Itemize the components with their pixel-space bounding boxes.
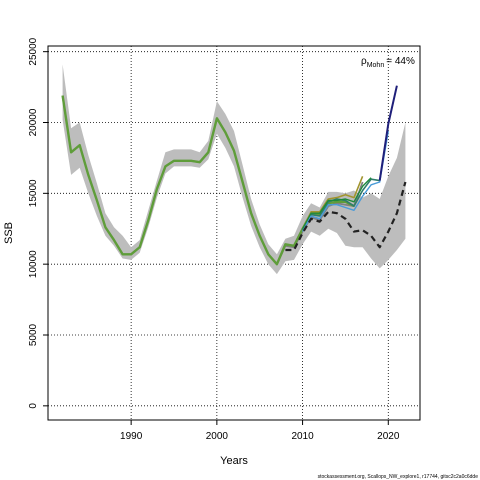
series-lines (61, 85, 407, 266)
y-tick-label: 5000 (28, 323, 39, 346)
y-tick-label: 25000 (28, 37, 39, 65)
rho-symbol: ρ (361, 56, 367, 67)
y-tick-label: 10000 (28, 250, 39, 278)
x-tick-label: 2010 (291, 431, 314, 442)
footer-text: stockassessment.org, Scallops_NW_explore… (318, 474, 479, 480)
mohn-rho-annotation: ρMohn = 44% (361, 56, 415, 69)
y-tick-label: 20000 (28, 108, 39, 136)
series-line-3 (301, 176, 364, 230)
confidence-band-group (62, 64, 406, 275)
x-tick-label: 2020 (377, 431, 400, 442)
rho-subscript: Mohn (367, 62, 385, 69)
series-line-2 (61, 95, 355, 266)
series-line-5 (301, 177, 372, 230)
series-line-1 (61, 95, 364, 266)
y-tick-label: 15000 (28, 179, 39, 207)
y-tick-label: 0 (28, 403, 39, 409)
x-axis: 1990 2000 2010 2020 (120, 420, 400, 442)
x-tick-label: 2000 (206, 431, 229, 442)
series-line-7 (378, 85, 398, 181)
plot-frame (47, 45, 421, 421)
series-line-6 (301, 130, 389, 232)
y-axis: 0 5000 10000 15000 20000 25000 (28, 37, 48, 409)
x-axis-title: Years (220, 455, 248, 467)
x-tick-label: 1990 (120, 431, 143, 442)
rho-value: = 44% (386, 56, 415, 67)
series-line-8 (285, 181, 407, 252)
confidence-band (62, 64, 406, 275)
y-axis-title: SSB (3, 222, 15, 244)
